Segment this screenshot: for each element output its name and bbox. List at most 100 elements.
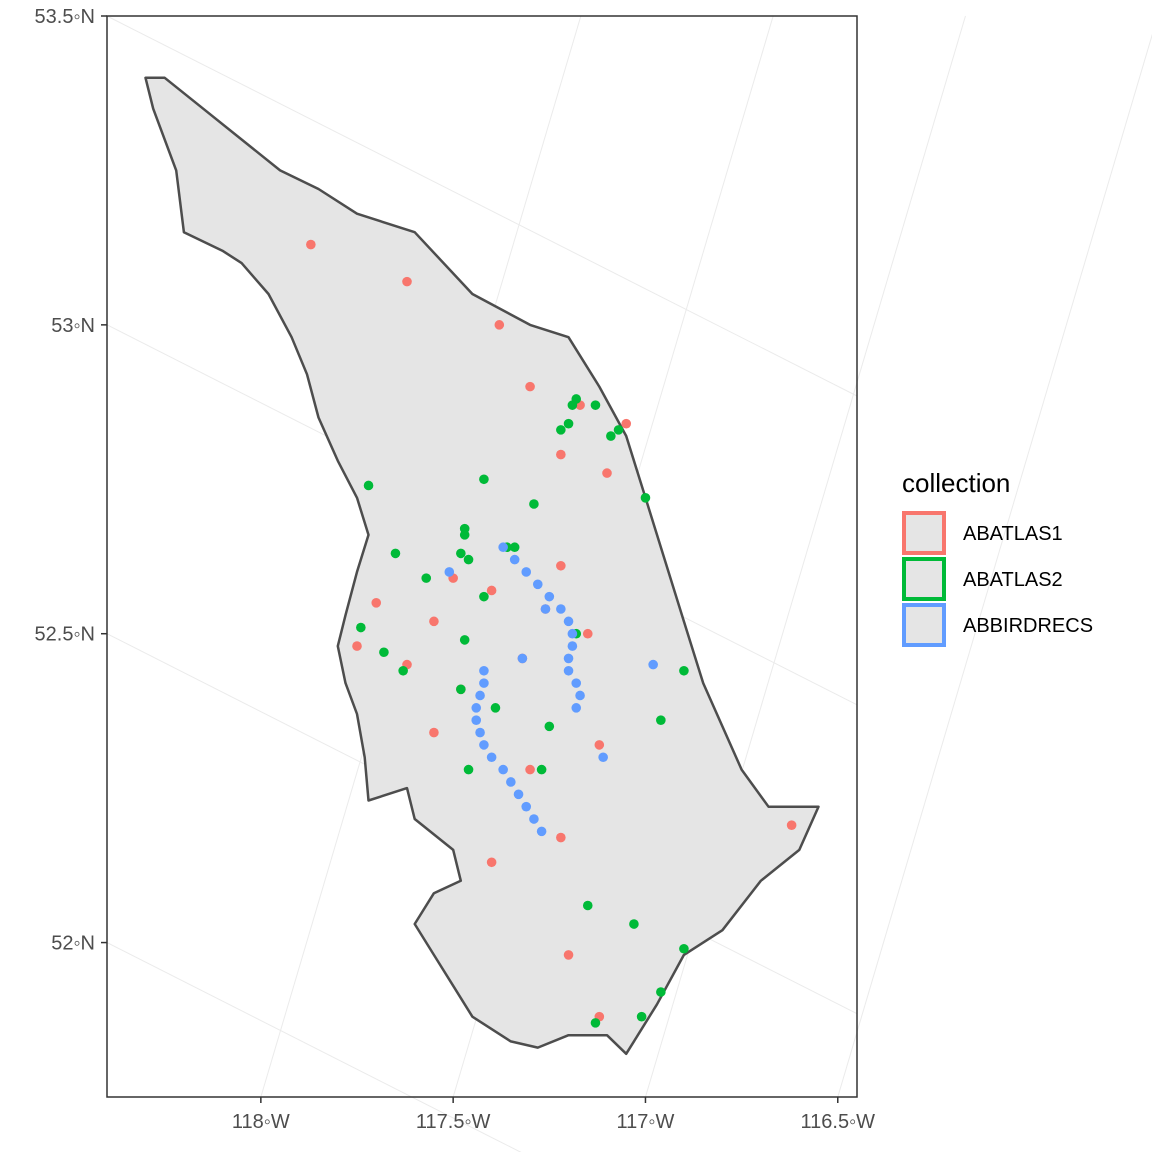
data-point <box>563 653 574 664</box>
series-abbirdrecs <box>444 542 658 837</box>
data-point <box>536 764 547 775</box>
x-tick-label: 118◦W <box>232 1111 290 1133</box>
data-point <box>429 616 439 627</box>
data-point <box>509 554 520 565</box>
legend-item-abatlas2: ABATLAS2 <box>902 557 1063 601</box>
data-point <box>679 943 689 954</box>
plot-panel <box>106 15 1152 1152</box>
data-point <box>532 579 543 590</box>
data-point <box>371 598 382 608</box>
data-point <box>636 1011 647 1022</box>
legend: collection ABATLAS1 ABATLAS2 ABBIRDRECS <box>902 468 1093 647</box>
data-point <box>786 820 797 831</box>
y-tick-label: 53◦N <box>51 315 95 337</box>
data-point <box>540 604 551 614</box>
series-abatlas2 <box>356 394 689 1028</box>
data-point <box>459 530 470 540</box>
legend-label: ABATLAS2 <box>963 569 1063 591</box>
data-point <box>471 703 482 713</box>
data-point <box>648 659 658 670</box>
data-point <box>517 653 528 664</box>
y-axis: 52◦N 52.5◦N 53◦N 53.5◦N <box>35 6 107 955</box>
data-point <box>513 789 524 800</box>
data-point <box>486 585 497 596</box>
data-point <box>463 554 474 565</box>
data-point <box>390 548 401 559</box>
y-tick-label: 52◦N <box>51 933 95 955</box>
data-point <box>463 764 474 775</box>
legend-key <box>902 511 946 555</box>
x-axis: 118◦W 117.5◦W 117◦W 116.5◦W <box>232 1097 875 1133</box>
data-point <box>556 425 566 435</box>
data-point <box>509 542 520 553</box>
data-point <box>529 499 539 509</box>
gridline-longitude <box>837 33 1152 1098</box>
data-point <box>529 814 539 824</box>
legend-item-abatlas1: ABATLAS1 <box>902 511 1063 555</box>
data-point <box>398 665 408 676</box>
data-point <box>556 560 566 571</box>
data-point <box>613 425 624 435</box>
data-point <box>536 826 547 837</box>
data-point <box>471 715 482 725</box>
data-point <box>490 703 501 713</box>
data-point <box>582 628 593 639</box>
data-point <box>563 665 574 676</box>
data-point <box>575 690 585 701</box>
data-point <box>456 684 466 695</box>
data-point <box>429 727 439 738</box>
data-point <box>598 752 608 763</box>
data-point <box>679 665 689 676</box>
data-point <box>486 857 497 868</box>
data-point <box>571 703 582 713</box>
legend-label: ABBIRDRECS <box>963 615 1093 637</box>
data-point <box>494 320 505 330</box>
x-tick-label: 116.5◦W <box>801 1111 876 1133</box>
data-point <box>563 950 574 960</box>
legend-key <box>902 603 946 647</box>
gridline-latitude <box>106 942 522 1152</box>
data-point <box>602 468 612 478</box>
data-point <box>567 400 578 410</box>
data-point <box>656 987 666 997</box>
data-point <box>544 591 555 602</box>
data-point <box>479 678 489 688</box>
data-point <box>475 690 485 701</box>
legend-title: collection <box>902 468 1010 498</box>
occurrence-points <box>306 239 797 1028</box>
data-point <box>563 418 574 429</box>
data-point <box>379 647 389 658</box>
data-point <box>456 548 466 559</box>
data-point <box>567 628 578 639</box>
data-point <box>459 635 470 645</box>
gridline-latitude <box>106 15 858 397</box>
x-tick-label: 117◦W <box>617 1111 675 1133</box>
data-point <box>479 591 489 602</box>
data-point <box>556 449 566 460</box>
watershed-region <box>144 76 820 1056</box>
data-point <box>444 567 455 577</box>
y-tick-label: 52.5◦N <box>35 624 95 646</box>
data-point <box>498 764 508 775</box>
data-point <box>356 622 366 633</box>
data-point <box>521 801 532 812</box>
data-point <box>421 573 432 583</box>
data-point <box>590 400 601 410</box>
data-point <box>525 381 535 392</box>
data-point <box>402 276 412 287</box>
panel-border <box>106 15 858 1098</box>
data-point <box>594 740 605 750</box>
data-point <box>606 431 616 441</box>
data-point <box>479 740 489 750</box>
data-point <box>486 752 497 763</box>
data-point <box>363 480 374 491</box>
data-point <box>525 764 535 775</box>
legend-item-abbirdrecs: ABBIRDRECS <box>902 603 1093 647</box>
data-point <box>506 777 516 787</box>
legend-label: ABATLAS1 <box>963 523 1063 545</box>
data-point <box>352 641 362 651</box>
data-point <box>656 715 666 725</box>
data-point <box>582 900 593 911</box>
data-point <box>563 616 574 627</box>
